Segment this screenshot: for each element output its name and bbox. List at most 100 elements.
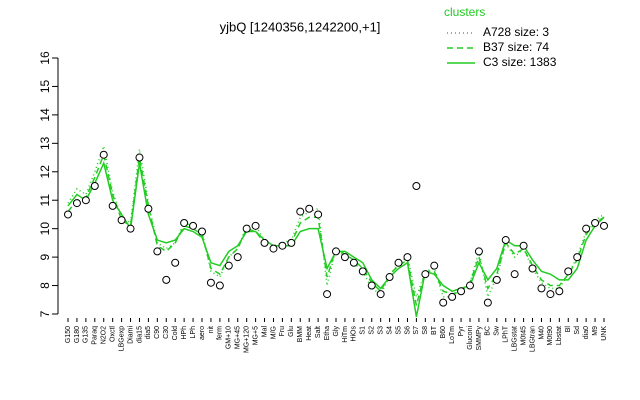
point bbox=[430, 261, 439, 270]
point bbox=[349, 258, 358, 267]
point bbox=[412, 182, 421, 190]
x-tick-label: Paraq bbox=[92, 326, 99, 345]
point bbox=[564, 267, 573, 276]
x-tick-label: Gly bbox=[333, 326, 340, 337]
x-tick-label: S1 bbox=[360, 326, 367, 335]
point bbox=[439, 298, 448, 307]
y-tick-label: 10 bbox=[38, 222, 52, 236]
legend-label: A728 size: 3 bbox=[483, 25, 549, 39]
point bbox=[153, 247, 162, 256]
point bbox=[64, 210, 72, 219]
y-tick-label: 11 bbox=[38, 194, 52, 207]
x-tick-label: M/G bbox=[270, 326, 277, 339]
y-tick-label: 9 bbox=[38, 253, 52, 260]
legend-title: clusters bbox=[444, 5, 485, 19]
point bbox=[215, 281, 224, 290]
x-tick-label: S5 bbox=[395, 326, 402, 335]
x-tick-label: LPh bbox=[190, 326, 197, 339]
x-tick-label: Fru bbox=[279, 326, 286, 337]
point bbox=[251, 221, 260, 230]
x-tick-label: Gluconi bbox=[467, 326, 474, 350]
x-tick-label: S4 bbox=[386, 326, 393, 335]
point bbox=[573, 253, 582, 262]
point bbox=[403, 253, 412, 262]
x-tick-label: Lbstat bbox=[556, 326, 563, 345]
point bbox=[591, 218, 600, 227]
x-tick-label: Oxctl bbox=[110, 326, 117, 342]
point bbox=[269, 244, 278, 253]
point bbox=[90, 182, 99, 190]
point bbox=[376, 290, 385, 299]
y-tick-label: 14 bbox=[38, 108, 52, 122]
legend-label: C3 size: 1383 bbox=[483, 55, 557, 69]
x-tick-label: Glu bbox=[288, 326, 295, 337]
y-tick-label: 7 bbox=[38, 310, 52, 317]
x-tick-label: S8 bbox=[422, 326, 429, 335]
x-tick-label: dia5 bbox=[145, 326, 152, 339]
point bbox=[367, 281, 376, 290]
x-tick-label: BC bbox=[485, 326, 492, 336]
x-tick-label: Sd bbox=[574, 326, 581, 335]
x-tick-label: UNK bbox=[601, 326, 608, 341]
point bbox=[305, 204, 314, 213]
point bbox=[296, 207, 305, 216]
x-tick-label: S2 bbox=[369, 326, 376, 335]
point bbox=[180, 218, 189, 227]
x-tick-label: M0t90 bbox=[547, 326, 554, 346]
point bbox=[457, 287, 466, 296]
point bbox=[555, 287, 564, 296]
point bbox=[537, 284, 546, 293]
point bbox=[72, 199, 81, 208]
point bbox=[510, 270, 519, 279]
point bbox=[242, 224, 251, 233]
point bbox=[260, 238, 269, 247]
x-tick-label: aero bbox=[199, 326, 206, 340]
x-tick-label: Salt bbox=[315, 326, 322, 338]
y-tick-label: 13 bbox=[38, 136, 52, 150]
point bbox=[81, 196, 90, 205]
point bbox=[126, 224, 135, 233]
point bbox=[144, 204, 153, 213]
point bbox=[394, 258, 403, 267]
point bbox=[448, 292, 457, 301]
x-tick-label: M0t45 bbox=[520, 326, 527, 346]
point bbox=[582, 224, 591, 233]
point bbox=[314, 210, 323, 219]
x-tick-label: N2O2 bbox=[101, 326, 108, 344]
x-tick-label: M40 bbox=[538, 326, 545, 340]
x-tick-label: Diami bbox=[127, 326, 134, 344]
x-tick-label: HiOs bbox=[351, 326, 358, 342]
y-tick-label: 8 bbox=[38, 282, 52, 289]
point bbox=[474, 247, 483, 256]
x-tick-label: ferm bbox=[217, 326, 224, 340]
point bbox=[483, 298, 492, 307]
point bbox=[162, 275, 171, 284]
series-line bbox=[67, 152, 605, 306]
point bbox=[108, 201, 117, 210]
x-tick-label: dia15 bbox=[136, 326, 143, 343]
point bbox=[358, 267, 367, 276]
x-tick-label: B60 bbox=[440, 326, 447, 339]
x-tick-label: SMMPy bbox=[476, 326, 483, 351]
x-tick-label: Bl bbox=[565, 326, 572, 333]
point bbox=[385, 273, 394, 282]
x-tick-label: Pyr bbox=[458, 325, 465, 336]
point bbox=[466, 281, 474, 290]
x-tick-label: MG+5 bbox=[252, 326, 259, 345]
x-tick-label: BT bbox=[431, 325, 438, 335]
x-tick-label: G180 bbox=[74, 326, 81, 343]
point bbox=[600, 221, 608, 230]
x-tick-label: LBGtran bbox=[529, 326, 536, 352]
point bbox=[340, 253, 349, 262]
x-tick-label: nit bbox=[208, 326, 215, 333]
x-tick-label: LBGstat bbox=[512, 326, 519, 351]
legend-label: B37 size: 74 bbox=[483, 40, 549, 54]
point bbox=[332, 247, 340, 256]
y-tick-label: 16 bbox=[38, 51, 52, 65]
x-tick-label: Etha bbox=[324, 326, 331, 341]
point bbox=[189, 221, 198, 230]
point bbox=[323, 290, 332, 299]
series-line bbox=[67, 160, 605, 317]
point bbox=[528, 264, 537, 273]
